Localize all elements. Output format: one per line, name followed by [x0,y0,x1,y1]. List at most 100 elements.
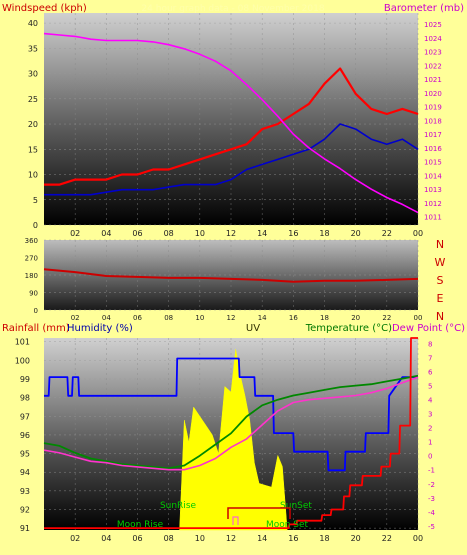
y-tick-label-right: 5 [428,383,432,391]
y-tick-label-right: 1024 [424,35,442,43]
y-tick-label-left: 101 [15,338,30,347]
temperature-series [43,374,419,470]
rainfall-series [44,337,418,529]
y-tick-label-left: 91 [20,524,30,533]
y-tick-label-right: 1022 [424,62,442,70]
y-tick-label-right: 1020 [424,90,442,98]
sunlight-bar [227,507,291,519]
barometer-series [43,32,419,214]
x-tick-label: 06 [133,314,142,322]
y-tick-label-right: 0 [428,453,432,461]
y-tick-label-left: 15 [28,145,38,154]
x-tick-label: 18 [319,229,329,238]
y-tick-label-left: 96 [20,431,30,440]
x-tick-label: 02 [70,534,80,543]
x-tick-label: 12 [227,314,236,322]
y-tick-label-right: 2 [428,425,432,433]
y-tick-label-left: 99 [20,375,30,384]
y-tick-label-right: 1012 [424,200,442,208]
x-tick-label: 10 [195,314,204,322]
compass-s: S [437,274,444,287]
barometer-axis-title: Barometer (mb) [384,3,464,14]
y-tick-label-left: 35 [28,44,38,53]
y-tick-label-right: 1017 [424,131,442,139]
y-tick-label-left: 0 [34,307,38,315]
x-tick-label: 08 [164,534,174,543]
moonrise-label: Moon Rise [117,520,164,530]
x-tick-label: 14 [257,534,267,543]
y-tick-label-left: 95 [20,450,30,459]
windspeed-series [44,67,419,186]
x-tick-label: 14 [257,229,267,238]
x-tick-label: 10 [195,229,205,238]
y-tick-label-right: 1014 [424,172,442,180]
x-tick-label: 04 [101,534,111,543]
rainfall-axis-title: Rainfall (mm) [2,323,70,334]
y-tick-label-left: 20 [28,120,38,129]
y-tick-label-left: 5 [33,196,38,205]
humidity-series [44,357,418,472]
y-tick-label-left: 30 [28,70,38,79]
x-tick-label: 14 [258,314,267,322]
y-tick-label-left: 180 [25,272,38,280]
wind-direction-series [43,268,419,283]
y-tick-label-left: 93 [20,487,30,496]
y-tick-label-right: 4 [428,397,433,405]
compass-w: W [435,256,446,269]
y-tick-label-right: -3 [428,495,435,503]
moonset-label: Moon Set [266,520,309,530]
compass-n-bottom: N [436,310,444,323]
y-tick-label-left: 0 [33,221,38,230]
y-tick-label-left: 90 [29,290,38,298]
humidity-axis-title: Humidity (%) [67,323,133,334]
y-tick-label-right: 1023 [424,49,442,57]
x-tick-label: 08 [164,229,174,238]
y-tick-label-right: 8 [428,341,432,349]
dewpoint-axis-title: Dew Point (°C) [392,323,465,334]
x-tick-label: 22 [382,314,391,322]
y-tick-label-left: 98 [20,394,30,403]
x-tick-label: 16 [289,314,298,322]
y-tick-label-right: 1019 [424,104,442,112]
y-tick-label-left: 360 [25,237,38,245]
x-tick-label: 20 [351,314,360,322]
x-tick-label: 16 [288,534,298,543]
y-tick-label-left: 94 [20,468,30,477]
x-tick-label: 04 [101,229,111,238]
y-tick-label-right: 1021 [424,76,442,84]
windspeed-axis-title: Windspeed (kph) [2,3,87,14]
x-tick-label: 04 [102,314,111,322]
y-tick-label-right: 6 [428,369,433,377]
x-tick-label: 02 [71,314,80,322]
uv-title: UV [246,323,260,334]
y-tick-label-right: 1 [428,439,432,447]
y-tick-label-right: 1011 [424,214,442,222]
y-tick-label-right: 1016 [424,145,442,153]
x-tick-label: 02 [70,229,80,238]
y-tick-label-left: 40 [28,19,38,28]
y-tick-label-right: -5 [428,523,435,531]
x-tick-label: 10 [195,534,205,543]
temperature-axis-title: Temperature (°C) [305,323,392,334]
x-tick-label: 18 [320,314,329,322]
y-tick-label-right: -1 [428,467,435,475]
x-tick-label: 06 [132,534,142,543]
x-tick-label: 12 [226,229,236,238]
sunset-label: SunSet [280,501,312,511]
y-tick-label-right: 7 [428,355,432,363]
y-tick-label-right: -2 [428,481,435,489]
sunrise-label: SunRise [160,501,197,511]
x-tick-label: 20 [351,229,361,238]
moon-bar [232,516,239,525]
dewpoint-series [43,376,419,471]
x-tick-label: 18 [319,534,329,543]
x-tick-label: 00 [413,534,423,543]
y-tick-label-left: 270 [25,255,38,263]
y-tick-label-right: 1025 [424,21,442,29]
y-tick-label-right: 1013 [424,186,442,194]
chart-date-caption: 24 hour graph data - 08 November 2018 [141,4,324,14]
y-tick-label-right: 1018 [424,117,442,125]
x-tick-label: 20 [351,534,361,543]
x-tick-label: 00 [413,229,423,238]
